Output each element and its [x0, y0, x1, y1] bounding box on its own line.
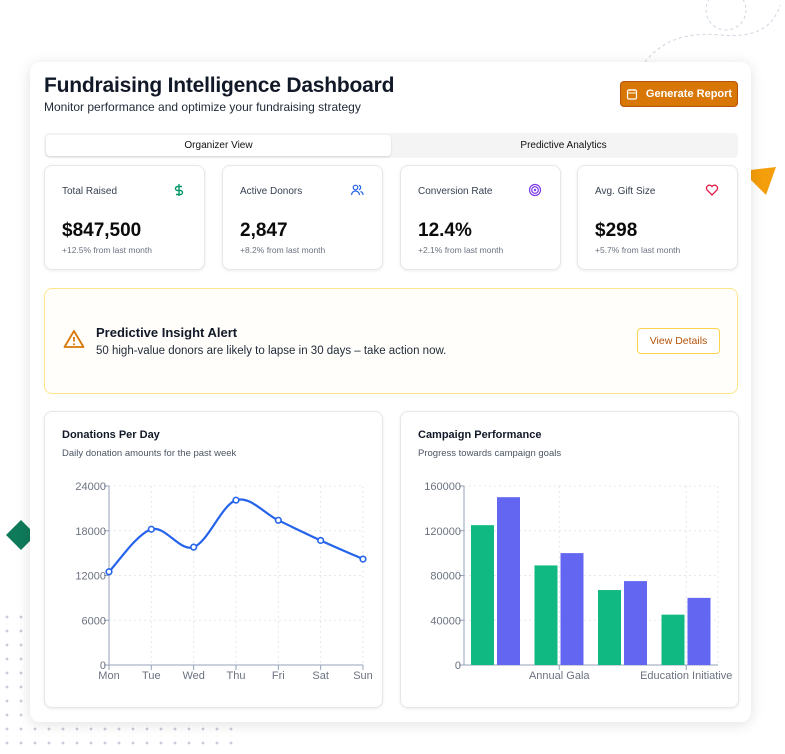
bar [534, 565, 558, 665]
y-tick-label: 120000 [424, 526, 461, 538]
kpi-total-raised: Total Raised $847,500 +12.5% from last m… [44, 165, 205, 270]
kpi-value: 12.4% [418, 220, 472, 241]
bar [661, 614, 685, 665]
alert-message: 50 high-value donors are likely to lapse… [96, 345, 447, 357]
data-point [359, 555, 367, 563]
x-tick-label: Thu [227, 670, 246, 682]
chart-subtitle: Daily donation amounts for the past week [62, 448, 237, 459]
tab-organizer-view[interactable]: Organizer View [46, 135, 391, 156]
bar [471, 525, 494, 665]
view-tabs: Organizer View Predictive Analytics [44, 133, 738, 158]
calendar-icon [626, 89, 637, 100]
x-tick-label: Wed [182, 670, 204, 682]
data-point [232, 496, 240, 504]
decorative-dashed-curve [644, 0, 781, 63]
dollar-icon [174, 184, 184, 196]
bar [497, 497, 520, 665]
y-tick-label: 160000 [424, 481, 461, 493]
kpi-label: Avg. Gift Size [595, 186, 656, 197]
x-tick-label: Annual Gala [529, 670, 590, 682]
data-point [274, 516, 282, 524]
donations-per-day-card: Donations Per Day Daily donation amounts… [44, 411, 383, 708]
generate-report-label: Generate Report [645, 88, 733, 100]
x-tick-label: Fri [272, 670, 285, 682]
predictive-insight-alert: Predictive Insight Alert 50 high-value d… [44, 288, 738, 394]
donations-line-chart: 0 6000 12000 18000 24000 Mon Tue Wed Thu Fri Sat Su… [75, 481, 373, 682]
data-point [105, 568, 113, 576]
y-tick-label: 0 [100, 660, 106, 672]
kpi-label: Total Raised [62, 186, 118, 197]
kpi-avg-gift-size: Avg. Gift Size $298 +5.7% from last mont… [577, 165, 738, 270]
dashboard-card: Fundraising Intelligence Dashboard Monit… [30, 62, 751, 722]
view-details-button[interactable]: View Details [637, 328, 720, 354]
x-tick-label: Education Initiative [640, 670, 732, 682]
users-icon [350, 184, 364, 196]
y-tick-label: 24000 [75, 481, 106, 493]
data-point [317, 536, 325, 545]
campaign-performance-card: Campaign Performance Progress towards ca… [400, 411, 739, 708]
bar [624, 581, 647, 665]
heart-icon [705, 184, 719, 196]
warning-icon [63, 330, 85, 348]
kpi-change: +2.1% from last month [418, 245, 504, 255]
data-point [190, 543, 198, 551]
kpi-conversion-rate: Conversion Rate 12.4% +2.1% from last mo… [400, 165, 561, 270]
y-tick-label: 40000 [430, 615, 461, 627]
kpi-change: +8.2% from last month [240, 245, 326, 255]
kpi-value: 2,847 [240, 220, 288, 241]
page-subtitle: Monitor performance and optimize your fu… [44, 100, 361, 114]
x-tick-label: Mon [98, 670, 119, 682]
kpi-change: +5.7% from last month [595, 245, 681, 255]
x-tick-label: Sat [312, 670, 329, 682]
donations-line [108, 498, 364, 573]
decorative-green-diamond [6, 520, 36, 550]
y-tick-label: 0 [455, 660, 461, 672]
data-point [147, 525, 155, 533]
y-tick-label: 80000 [430, 571, 461, 583]
kpi-change: +12.5% from last month [62, 245, 153, 255]
y-tick-label: 6000 [82, 615, 106, 627]
chart-title: Campaign Performance [418, 429, 542, 441]
kpi-label: Conversion Rate [418, 186, 493, 197]
generate-report-button[interactable]: Generate Report [620, 81, 738, 107]
kpi-active-donors: Active Donors 2,847 +8.2% from last mont… [222, 165, 383, 270]
target-icon [528, 183, 542, 197]
kpi-value: $298 [595, 220, 638, 241]
bar [687, 597, 711, 665]
x-tick-label: Sun [353, 670, 373, 682]
alert-title: Predictive Insight Alert [96, 325, 238, 340]
campaign-bar-chart: 0 40000 80000 120000 160000 Annual Gala Educat… [424, 481, 732, 682]
bar [560, 553, 584, 665]
x-tick-label: Tue [142, 670, 161, 682]
chart-title: Donations Per Day [62, 429, 160, 441]
kpi-value: $847,500 [62, 220, 142, 241]
y-tick-label: 12000 [75, 571, 106, 583]
chart-subtitle: Progress towards campaign goals [418, 448, 562, 459]
kpi-label: Active Donors [240, 186, 303, 197]
page-title: Fundraising Intelligence Dashboard [44, 74, 395, 97]
y-tick-label: 18000 [75, 526, 106, 538]
tab-predictive-analytics[interactable]: Predictive Analytics [520, 140, 607, 151]
bar [598, 590, 621, 665]
